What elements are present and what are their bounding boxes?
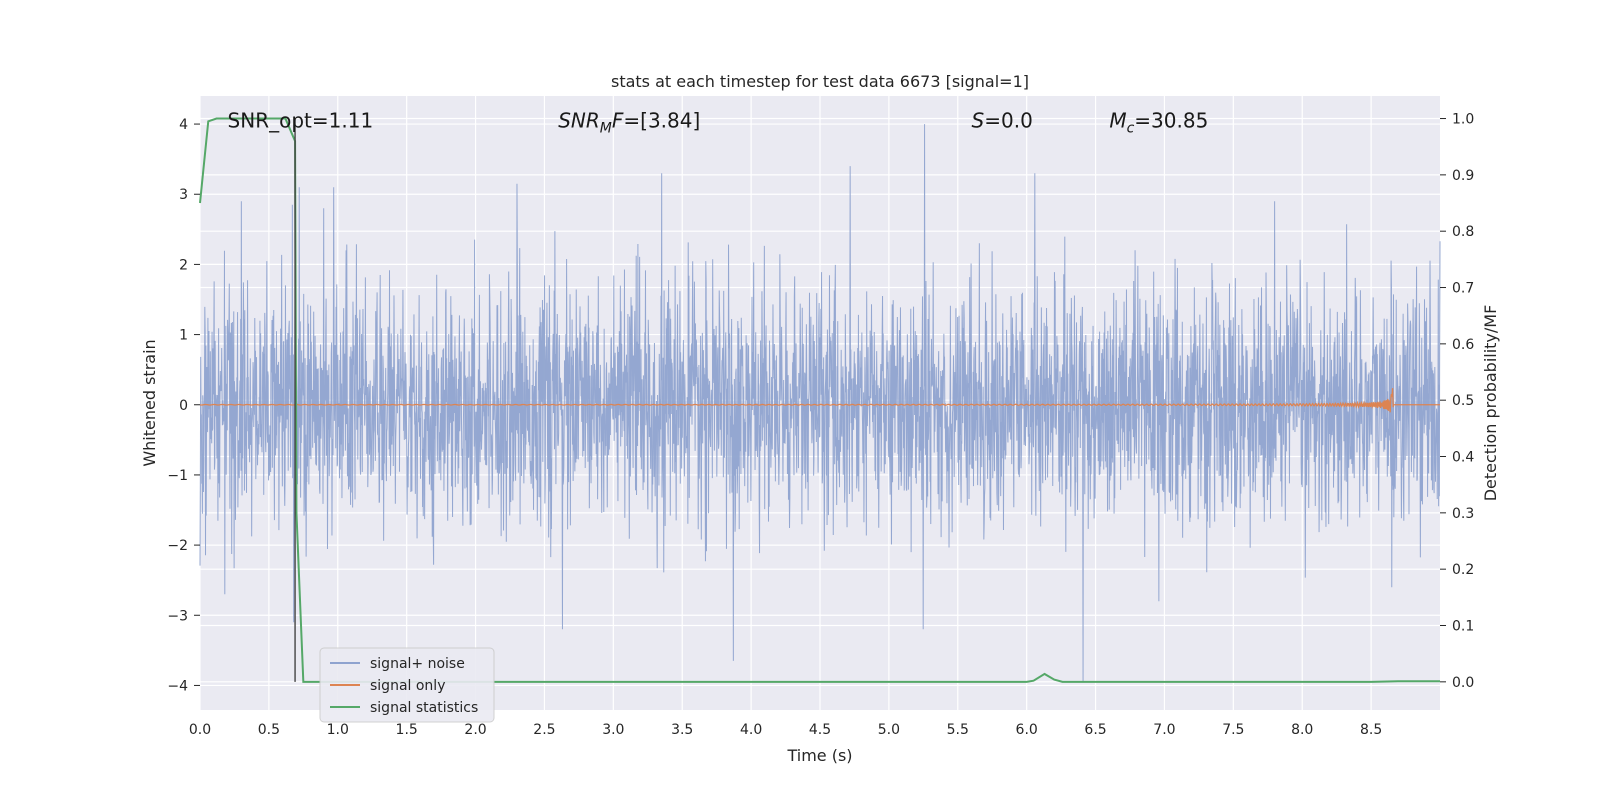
- x-tick-label: 7.5: [1222, 722, 1244, 738]
- y2-tick-label: 0.0: [1452, 675, 1474, 691]
- x-tick-label: 5.0: [878, 722, 900, 738]
- y-tick-label: −3: [167, 608, 188, 624]
- x-tick-label: 2.0: [464, 722, 486, 738]
- legend-box: [319, 647, 495, 723]
- x-tick-label: 3.0: [602, 722, 624, 738]
- y2-tick-label: 0.5: [1452, 393, 1474, 409]
- x-tick-label: 7.0: [1153, 722, 1175, 738]
- signal-only-line: [199, 388, 1440, 413]
- y2-tick-label: 0.1: [1452, 619, 1474, 635]
- x-tick-label: 8.5: [1360, 722, 1382, 738]
- y2-tick-label: 0.3: [1452, 506, 1474, 522]
- legend-label-signal-statistics: signal statistics: [370, 700, 478, 716]
- x-tick-label: 4.5: [809, 722, 831, 738]
- annotation: SNR_opt=1.11: [228, 109, 374, 133]
- y-axis-label: Whitened strain: [140, 339, 159, 466]
- chart-title: stats at each timestep for test data 667…: [611, 72, 1029, 91]
- x-tick-label: 4.0: [740, 722, 762, 738]
- annotations: SNR_opt=1.11 SNRMF=[3.84] S=0.0 Mc=30.85: [228, 109, 1209, 137]
- x-tick-label: 2.5: [533, 722, 555, 738]
- y2-axis-ticks: 0.0 0.1 0.2 0.3 0.4 0.5 0.6 0.7 0.8 0.9 1.0: [1440, 112, 1474, 691]
- signal-statistics-line: [199, 117, 1440, 683]
- x-tick-label: 6.5: [1084, 722, 1106, 738]
- x-axis-ticks: 0.0 0.5 1.0 1.5 2.0 2.5 3.0 3.5 4.0 4.5 5.0 5.5 6.0 6…: [189, 722, 1382, 738]
- x-tick-label: 5.5: [947, 722, 969, 738]
- y2-tick-label: 1.0: [1452, 112, 1474, 128]
- legend-label-signal-only: signal only: [370, 678, 445, 694]
- legend-label-signal-noise: signal+ noise: [370, 656, 465, 672]
- y-tick-label: 3: [179, 187, 188, 203]
- signal-statistics-series: [199, 117, 1440, 683]
- y-tick-label: −4: [167, 678, 188, 694]
- y2-tick-label: 0.6: [1452, 337, 1474, 353]
- x-tick-label: 1.5: [396, 722, 418, 738]
- y2-tick-label: 0.4: [1452, 450, 1474, 466]
- annotation: S=0.0: [972, 109, 1033, 133]
- x-tick-label: 3.5: [671, 722, 693, 738]
- signal-noise-line: [199, 124, 1441, 682]
- y-tick-label: 2: [179, 257, 188, 273]
- y-tick-label: 0: [179, 398, 188, 414]
- annotation: SNRMF=[3.84]: [558, 109, 700, 137]
- y2-tick-label: 0.9: [1452, 168, 1474, 184]
- y-tick-label: 4: [179, 117, 188, 133]
- y-axis-ticks: −4 −3 −2 −1 0 1 2 3 4: [167, 117, 200, 694]
- y-tick-label: −1: [167, 468, 188, 484]
- annotation: Mc=30.85: [1109, 109, 1208, 137]
- y-tick-label: 1: [179, 328, 188, 344]
- signal-only-series: [199, 388, 1440, 413]
- y2-tick-label: 0.7: [1452, 281, 1474, 297]
- x-tick-label: 0.5: [258, 722, 280, 738]
- x-axis-label: Time (s): [786, 746, 852, 765]
- x-tick-label: 1.0: [327, 722, 349, 738]
- x-tick-label: 8.0: [1291, 722, 1313, 738]
- y2-axis-label: Detection probability/MF: [1481, 305, 1500, 502]
- y2-tick-label: 0.2: [1452, 562, 1474, 578]
- y-tick-label: −2: [167, 538, 188, 554]
- x-tick-label: 0.0: [189, 722, 211, 738]
- legend: signal+ noise signal only signal statist…: [319, 647, 495, 723]
- y2-tick-label: 0.8: [1452, 224, 1474, 240]
- x-tick-label: 6.0: [1016, 722, 1038, 738]
- signal-noise-series: [199, 124, 1441, 682]
